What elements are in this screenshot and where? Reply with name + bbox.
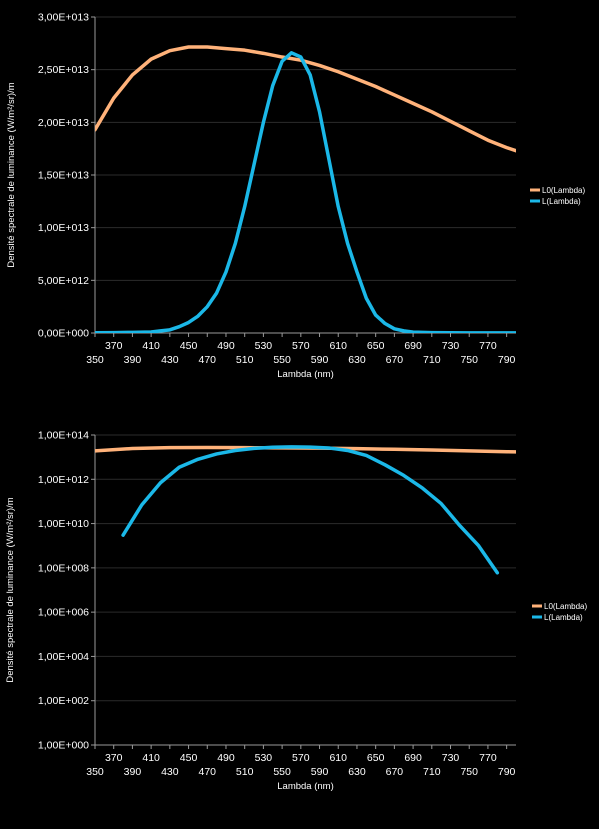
- chart-1-y-tick-label: 1,00E+002: [38, 695, 89, 707]
- chart-0-x-tick-label: 730: [442, 340, 460, 352]
- chart-0-x-tick-label: 590: [311, 354, 329, 366]
- chart-1-x-tick-label: 450: [180, 752, 198, 764]
- chart-1-x-tick-label: 690: [404, 752, 422, 764]
- chart-0-x-axis-title: Lambda (nm): [277, 369, 334, 380]
- chart-1-x-tick-label: 350: [86, 766, 104, 778]
- chart-0-x-tick-label: 370: [105, 340, 123, 352]
- chart-1-x-tick-label: 750: [460, 766, 478, 778]
- chart-1-x-tick-label: 590: [311, 766, 329, 778]
- chart-log: 1,00E+000 1,00E+002 1,00E+004 1,00E+006 1,00…: [0, 415, 599, 829]
- chart-0-series-l0-lambda: [95, 45, 516, 153]
- chart-0-y-tick-label: 5,00E+012: [38, 275, 89, 287]
- chart-0-legend-label-l0-lambda: L0(Lambda): [542, 186, 585, 195]
- chart-1-x-tick-label: 470: [199, 766, 217, 778]
- chart-1-x-axis-title: Lambda (nm): [277, 781, 334, 792]
- chart-1-legend-label-l-lambda: L(Lambda): [544, 613, 583, 622]
- chart-1-x-tick-label: 370: [105, 752, 123, 764]
- chart-1-y-tick-label: 1,00E+004: [38, 651, 89, 663]
- chart-1-x-tick-label: 430: [161, 766, 179, 778]
- chart-0-x-tick-label: 610: [329, 340, 347, 352]
- chart-0-x-tick-label: 550: [273, 354, 291, 366]
- chart-1-series-l-lambda: [121, 445, 500, 575]
- chart-1-x-tick-label: 790: [498, 766, 516, 778]
- chart-0-x-tick-label: 570: [292, 340, 310, 352]
- chart-log-svg: 1,00E+000 1,00E+002 1,00E+004 1,00E+006 1,00…: [5, 430, 587, 793]
- chart-0-x-tick-label: 790: [498, 354, 516, 366]
- chart-0-x-tick-label: 450: [180, 340, 198, 352]
- chart-0-x-tick-label: 410: [142, 340, 160, 352]
- chart-0-x-tick-label: 630: [348, 354, 366, 366]
- chart-1-y-tick-label: 1,00E+010: [38, 518, 89, 530]
- chart-0-y-tick-label: 2,00E+013: [38, 117, 89, 129]
- chart-1-x-tick-label: 550: [273, 766, 291, 778]
- chart-1-x-tick-label: 490: [217, 752, 235, 764]
- chart-0-x-tick-label: 470: [199, 354, 217, 366]
- chart-0-y-tick-label: 3,00E+013: [38, 12, 89, 24]
- chart-1-legend-label-l0-lambda: L0(Lambda): [544, 602, 587, 611]
- chart-0-series-l-lambda: [95, 51, 516, 333]
- chart-1-x-tick-label: 630: [348, 766, 366, 778]
- chart-0-y-tick-label: 2,50E+013: [38, 64, 89, 76]
- chart-1-y-axis-title: Densité spectrale de luminance (W/m²/sr)…: [5, 497, 16, 682]
- chart-1-x-tick-label: 390: [124, 766, 142, 778]
- chart-0-x-tick-label: 750: [460, 354, 478, 366]
- chart-1-x-tick-label: 610: [329, 752, 347, 764]
- chart-1-x-tick-label: 570: [292, 752, 310, 764]
- chart-0-x-tick-label: 430: [161, 354, 179, 366]
- chart-0-y-tick-label: 1,00E+013: [38, 222, 89, 234]
- chart-0-x-tick-label: 510: [236, 354, 254, 366]
- chart-1-y-tick-label: 1,00E+000: [38, 740, 89, 752]
- chart-0-x-tick-label: 350: [86, 354, 104, 366]
- chart-0-legend-label-l-lambda: L(Lambda): [542, 197, 581, 206]
- chart-0-x-tick-label: 390: [124, 354, 142, 366]
- chart-0-y-tick-label: 0,00E+000: [38, 328, 89, 340]
- chart-0-x-tick-label: 530: [255, 340, 273, 352]
- chart-1-x-tick-label: 770: [479, 752, 497, 764]
- chart-1-x-tick-label: 530: [255, 752, 273, 764]
- chart-0-x-tick-label: 490: [217, 340, 235, 352]
- chart-0-x-tick-label: 710: [423, 354, 441, 366]
- chart-1-x-tick-label: 730: [442, 752, 460, 764]
- chart-0-x-tick-label: 690: [404, 340, 422, 352]
- chart-0-y-tick-label: 1,50E+013: [38, 170, 89, 182]
- chart-1-y-tick-label: 1,00E+008: [38, 562, 89, 574]
- chart-1-x-tick-label: 670: [386, 766, 404, 778]
- chart-1-x-tick-label: 710: [423, 766, 441, 778]
- chart-1-x-tick-label: 410: [142, 752, 160, 764]
- chart-1-y-tick-label: 1,00E+012: [38, 474, 89, 486]
- chart-0-x-tick-label: 670: [386, 354, 404, 366]
- chart-0-x-tick-label: 770: [479, 340, 497, 352]
- chart-linear-svg: 0,00E+000 5,00E+012 1,00E+013 1,50E+013 2,00…: [6, 12, 585, 381]
- chart-1-x-tick-label: 510: [236, 766, 254, 778]
- chart-1-y-tick-label: 1,00E+014: [38, 430, 89, 442]
- chart-linear: 0,00E+000 5,00E+012 1,00E+013 1,50E+013 2,00…: [0, 0, 599, 400]
- chart-1-y-tick-label: 1,00E+006: [38, 607, 89, 619]
- chart-0-x-tick-label: 650: [367, 340, 385, 352]
- chart-0-y-axis-title: Densité spectrale de luminance (W/m²/sr)…: [6, 82, 17, 267]
- chart-1-x-tick-label: 650: [367, 752, 385, 764]
- chart-1-plot-area: [95, 435, 516, 745]
